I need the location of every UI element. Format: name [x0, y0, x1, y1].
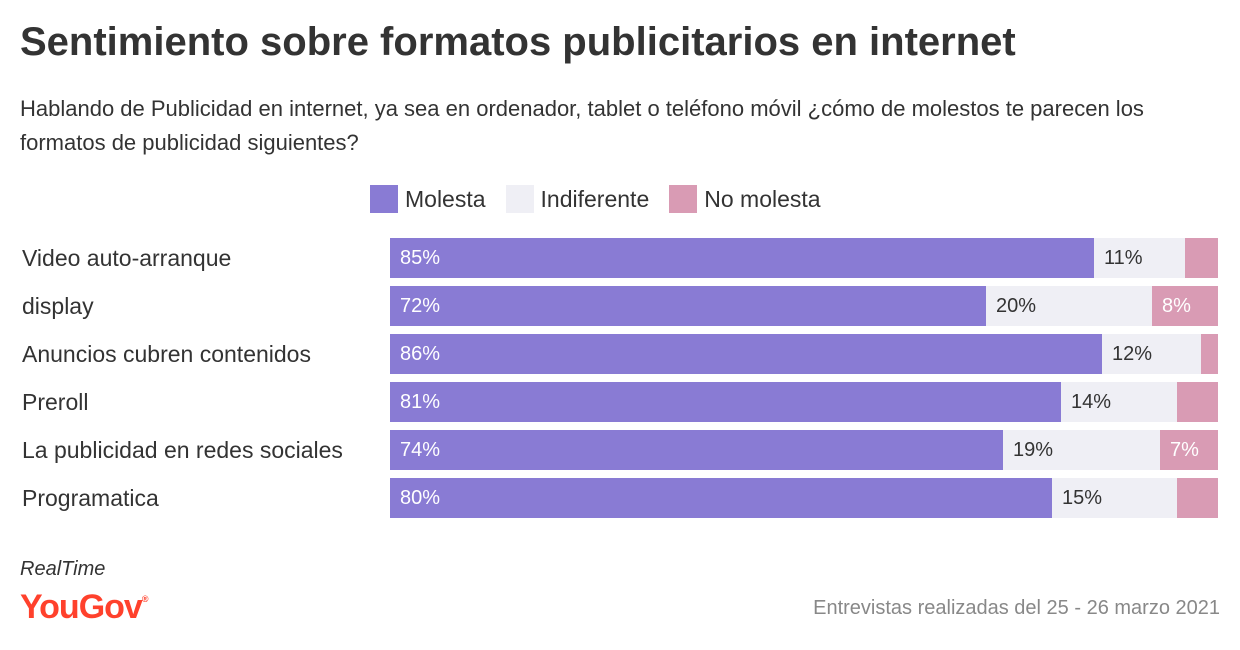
registered-mark-icon: ®	[141, 594, 149, 604]
bar-segment-molesta	[390, 238, 1094, 278]
bar-segment-molesta	[390, 430, 1003, 470]
data-label-molesta: 72%	[400, 295, 441, 317]
category-label: La publicidad en redes sociales	[22, 437, 343, 463]
legend: Molesta Indiferente No molesta	[370, 184, 841, 214]
data-label-molesta: 80%	[400, 487, 441, 509]
bar-segment-no-molesta	[1152, 286, 1218, 326]
data-label-molesta: 81%	[400, 391, 441, 413]
chart-title: Sentimiento sobre formatos publicitarios…	[20, 20, 1016, 64]
data-label-molesta: 85%	[400, 247, 441, 269]
bar-segment-indiferente	[1052, 478, 1177, 518]
data-label-no-molesta: 8%	[1162, 295, 1191, 317]
bar-segment-indiferente	[1003, 430, 1160, 470]
category-label: Anuncios cubren contenidos	[22, 341, 311, 367]
bar-segment-no-molesta	[1177, 382, 1218, 422]
brand-tagline: RealTime	[20, 558, 106, 580]
bar-segment-molesta	[390, 382, 1061, 422]
data-label-molesta: 86%	[400, 343, 441, 365]
bar-segment-molesta	[390, 334, 1102, 374]
legend-item-molesta: Molesta	[370, 185, 486, 213]
data-label-indiferente: 11%	[1104, 247, 1143, 269]
bar-segment-indiferente	[1061, 382, 1177, 422]
bar-segment-indiferente	[1094, 238, 1185, 278]
legend-item-no-molesta: No molesta	[669, 185, 821, 213]
legend-swatch-no-molesta	[669, 185, 698, 213]
bar-segment-molesta	[390, 286, 986, 326]
data-label-indiferente: 14%	[1071, 391, 1112, 413]
bar-segment-indiferente	[1102, 334, 1201, 374]
legend-label-no-molesta: No molesta	[704, 185, 821, 212]
bar-segment-molesta	[390, 478, 1052, 518]
category-label: Programatica	[22, 485, 159, 511]
data-label-molesta: 74%	[400, 439, 441, 461]
data-label-indiferente: 19%	[1013, 439, 1054, 461]
legend-swatch-indiferente	[505, 185, 534, 213]
data-label-indiferente: 20%	[996, 295, 1037, 317]
legend-item-indiferente: Indiferente	[505, 185, 650, 213]
category-label: display	[22, 293, 94, 319]
category-label: Preroll	[22, 389, 89, 415]
bar-segment-no-molesta	[1160, 430, 1218, 470]
legend-label-indiferente: Indiferente	[540, 185, 650, 212]
legend-swatch-molesta	[370, 185, 398, 213]
source-note: Entrevistas realizadas del 25 - 26 marzo…	[813, 597, 1220, 619]
data-label-indiferente: 15%	[1062, 487, 1103, 509]
bar-segment-no-molesta	[1185, 238, 1218, 278]
category-label: Video auto-arranque	[22, 245, 232, 271]
bar-segment-no-molesta	[1177, 478, 1218, 518]
bar-segment-no-molesta	[1201, 334, 1218, 374]
data-label-indiferente: 12%	[1112, 343, 1153, 365]
legend-label-molesta: Molesta	[405, 185, 486, 212]
data-label-no-molesta: 7%	[1170, 439, 1199, 461]
bar-segment-indiferente	[986, 286, 1152, 326]
yougov-logo: YouGov®	[20, 588, 148, 627]
yougov-logo-text: YouGov	[20, 588, 143, 626]
chart-subtitle: Hablando de Publicidad en internet, ya s…	[20, 96, 1144, 155]
